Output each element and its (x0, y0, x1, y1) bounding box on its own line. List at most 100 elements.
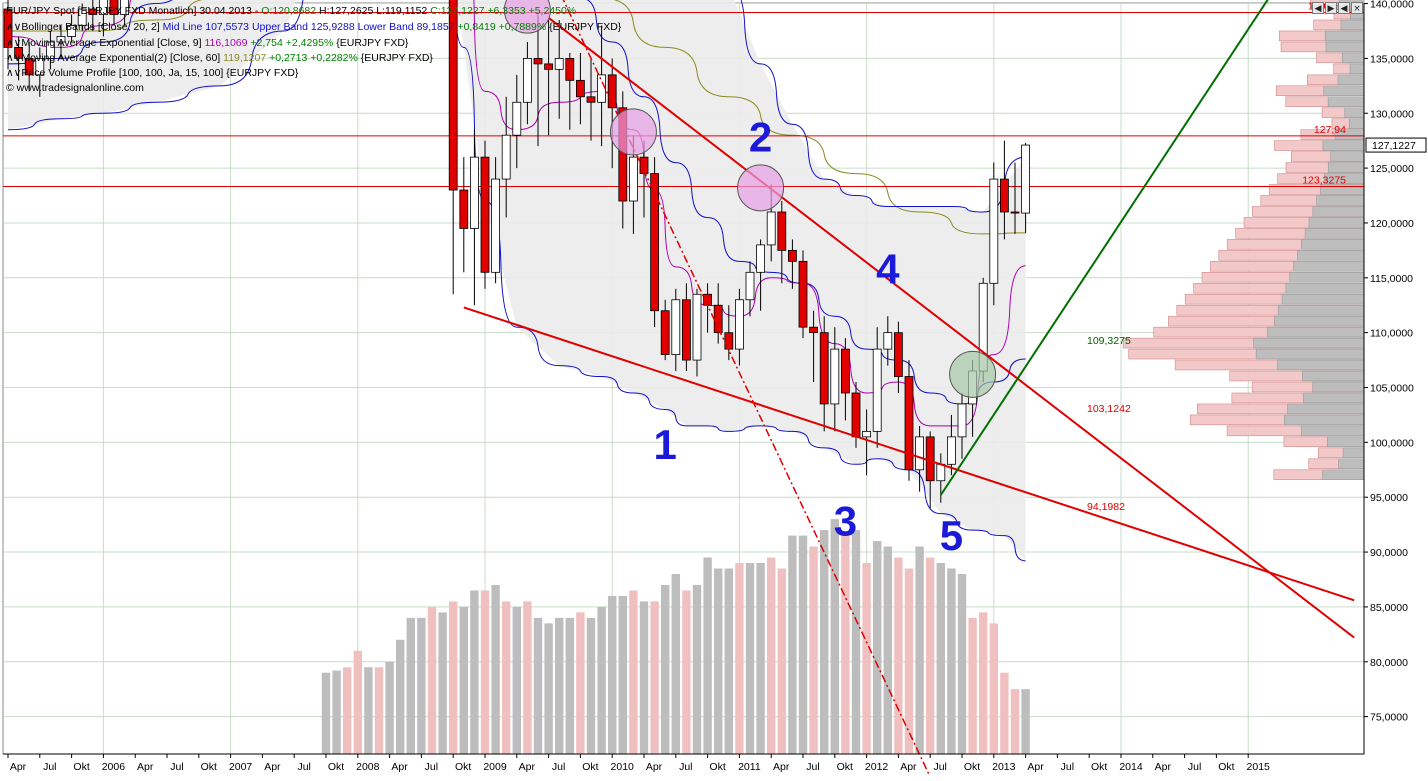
candle-down (819, 332, 829, 405)
bollinger-title: ∧∨Bollinger Bands [Close, 20, 2] (6, 21, 163, 33)
candle-down (544, 63, 553, 70)
bollinger-symbol: {EURJPY FXD} (549, 21, 622, 33)
level-annotation: 109,3275 (1087, 335, 1131, 347)
ema60-line (8, 0, 1026, 235)
candle-up (469, 156, 479, 229)
candle-up (597, 74, 606, 103)
candle-down (88, 8, 98, 15)
profile-bar-down (1297, 250, 1365, 261)
x-tick-label: Apr (137, 761, 154, 773)
x-tick-label: Apr (773, 761, 790, 773)
profile-bar-down (1253, 337, 1365, 349)
profile-bar-down (1338, 458, 1365, 469)
y-tick-label: 95,0000 (1370, 492, 1408, 504)
x-tick-label: 2009 (483, 761, 507, 773)
x-tick-label: Jul (1061, 761, 1074, 773)
volume-bar (947, 568, 956, 754)
candle-down (459, 189, 469, 229)
volume-bar (979, 612, 988, 754)
profile-bar-down (1277, 359, 1365, 371)
profile-bar-down (1312, 206, 1365, 217)
candle-down (1010, 211, 1020, 214)
candle-down (14, 47, 24, 59)
header-line-2: ∧∨Bollinger Bands [Close, 20, 2] Mid Lin… (6, 21, 622, 33)
volume-bar (618, 595, 627, 754)
volume-bar (957, 573, 967, 754)
volume-bar (1021, 689, 1030, 754)
profile-bar-down (1349, 63, 1365, 75)
window-button-left-icon[interactable]: ◀ (1312, 2, 1324, 14)
volume-bar (374, 667, 384, 754)
window-close-icon[interactable]: × (1351, 2, 1363, 14)
ema60-symbol: {EURJPY FXD} (361, 52, 434, 64)
candle-down (798, 260, 808, 328)
y-tick-label: 90,0000 (1370, 547, 1408, 559)
candle-down (24, 58, 34, 76)
volume-bar (830, 519, 839, 754)
x-tick-label: Okt (73, 761, 89, 773)
highlight-circle (503, 0, 551, 34)
volume-bar (639, 601, 649, 754)
candle-up (692, 293, 702, 361)
x-tick-label: Apr (10, 761, 27, 773)
profile-bar-down (1330, 151, 1365, 162)
candle-down (724, 332, 734, 350)
candle-up (936, 463, 946, 482)
volume-bar (682, 590, 691, 754)
candle-up (745, 271, 755, 301)
ema9-symbol: {EURJPY FXD} (336, 37, 409, 49)
volume-bar (555, 617, 564, 754)
y-tick-label: 125,0000 (1370, 163, 1414, 175)
y-tick-label: 105,0000 (1370, 383, 1414, 395)
candle-up (830, 348, 840, 405)
volume-bar (936, 563, 945, 754)
x-tick-label: Jul (933, 761, 946, 773)
y-tick-label: 110,0000 (1370, 328, 1413, 340)
volume-bar (586, 617, 596, 754)
x-tick-label: Okt (201, 761, 217, 773)
window-button-right-icon[interactable]: ▶ (1325, 2, 1337, 14)
ema60-value: 119,1207 (223, 52, 266, 64)
volume-bar (724, 568, 733, 754)
volume-bar (512, 606, 521, 754)
x-tick-label: Okt (964, 761, 980, 773)
trend-line-upper-channel (547, 17, 1355, 639)
candle-up (491, 178, 501, 273)
volume-bar (385, 661, 394, 754)
wave-label-5: 5 (940, 512, 963, 559)
y-tick-label: 80,0000 (1370, 657, 1408, 669)
candle-down (650, 173, 659, 312)
volume-bar (533, 617, 543, 754)
volume-bar (1010, 689, 1020, 754)
bollinger-upper-line (740, 0, 1026, 213)
window-button-collapse-icon[interactable]: ◀ (1338, 2, 1350, 14)
x-tick-label: Apr (264, 761, 281, 773)
candle-down (448, 0, 458, 191)
profile-bar-down (1300, 425, 1365, 437)
x-tick-label: 2007 (229, 761, 253, 773)
volume-bar (438, 612, 447, 754)
volume-bar (321, 672, 331, 754)
profile-bar-down (1316, 195, 1365, 206)
x-tick-label: Jul (679, 761, 692, 773)
bollinger-values: Mid Line 107,5573 Upper Band 125,9288 Lo… (163, 21, 455, 33)
candle-up (77, 8, 87, 26)
x-tick-label: 2015 (1247, 761, 1271, 773)
volume-bar (873, 541, 882, 754)
trend-line-lower-channel (463, 306, 1355, 602)
candle-down (576, 79, 585, 98)
profile-bar-down (1327, 162, 1365, 173)
candle-down (904, 376, 914, 471)
volume-bar (597, 606, 606, 754)
profile-bar-down (1324, 30, 1365, 42)
wave-label-1: 1 (654, 421, 677, 468)
x-tick-label: Jul (297, 761, 310, 773)
y-tick-label: 120,0000 (1370, 218, 1414, 230)
candles[interactable] (3, 0, 1030, 509)
header-line-1: EUR/JPY Spot [EURJPY FXD Monatlich] 30.0… (6, 5, 576, 17)
profile-bar-down (1342, 447, 1365, 459)
header-copyright: © www.tradesignalonline.com (6, 82, 144, 94)
candle-down (480, 156, 490, 273)
